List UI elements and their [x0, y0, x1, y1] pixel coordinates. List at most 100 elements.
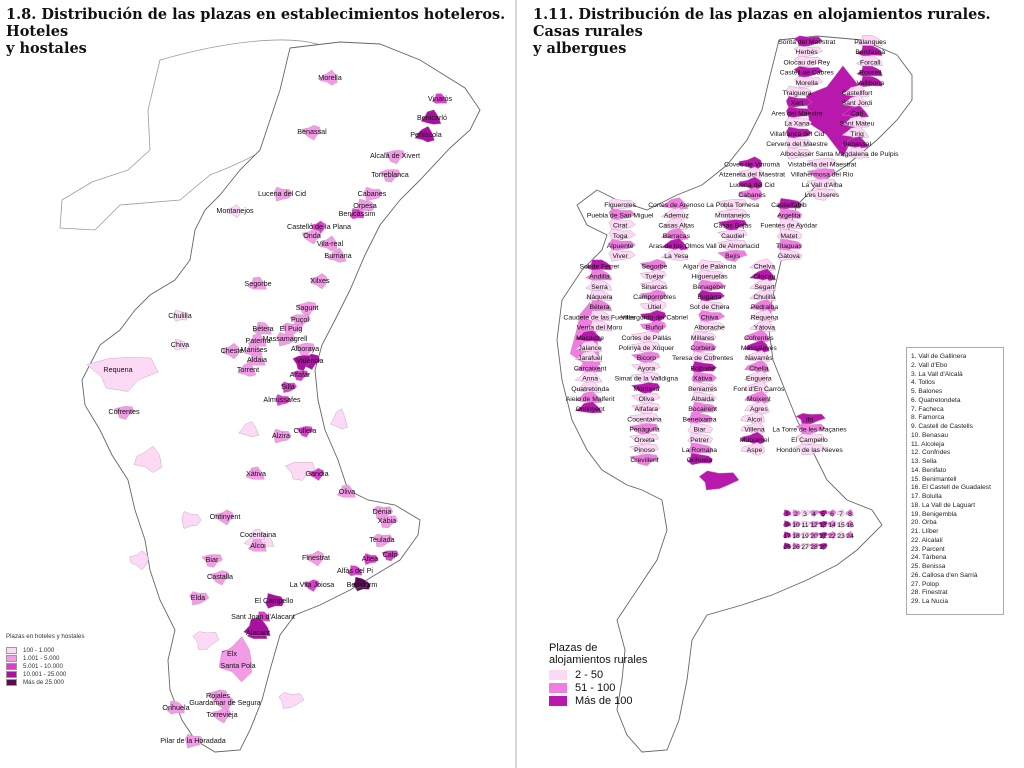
- area-higueruelas: [698, 269, 726, 282]
- area-polinya-de-xuquer: [630, 341, 661, 354]
- place-label-elx: Elx: [227, 649, 237, 658]
- place-label-bocairent: Bocairent: [688, 406, 717, 413]
- area-simat-de-la-valldigna: [630, 371, 661, 385]
- numbered-label-10: 10: [792, 522, 800, 529]
- place-label-caudiel: Caudiel: [721, 233, 745, 240]
- area-yatova: [749, 319, 777, 333]
- numbered-area-8: [845, 508, 854, 517]
- area-sot-de-chera: [698, 300, 726, 313]
- place-label-vistabella-del-maestrat: Vistabella del Maestrat: [788, 161, 857, 168]
- place-label-lucena-del-cid: Lucena del Cid: [258, 189, 306, 198]
- index-list-item: 19. Benigembla: [911, 510, 957, 518]
- numbered-area-20: [809, 532, 820, 539]
- place-label-carcaixent: Carcaixent: [574, 365, 607, 372]
- area-cheste: [222, 342, 240, 360]
- place-label-aldaia: Aldaia: [247, 355, 267, 364]
- area-agres: [744, 401, 770, 415]
- numbered-area-18: [792, 531, 801, 539]
- light-patch-7: [278, 692, 305, 709]
- hotel-map-title: 1.8. Distribución de las plazas en estab…: [6, 6, 506, 57]
- legend-swatch: [549, 669, 567, 680]
- place-label-alcoi: Alcoi: [250, 541, 266, 550]
- numbered-area-25: [782, 542, 792, 550]
- legend-swatch: [549, 682, 567, 693]
- area-vallibona: [856, 75, 883, 88]
- area-traiguera: [786, 85, 813, 99]
- legend-swatch: [6, 646, 17, 654]
- place-label-benicassim: Benicàssim: [339, 209, 376, 218]
- place-label-la-vall-d-alba: La Vall d'Alba: [802, 182, 843, 189]
- place-label-palanques: Palanques: [854, 39, 887, 46]
- place-label-requena: Requena: [751, 314, 779, 321]
- area-navarres: [744, 350, 770, 364]
- area-el-campello: [265, 592, 285, 609]
- index-list-item: 22. Alcalalí: [911, 536, 943, 544]
- area-naquera: [585, 290, 612, 302]
- area-montesa: [630, 382, 661, 395]
- area-chella: [744, 360, 770, 374]
- place-label-biar: Biar: [693, 427, 706, 434]
- area-benicassim: [349, 208, 364, 220]
- place-label-orpesa: Orpesa: [353, 201, 377, 210]
- area-torreblanca: [379, 169, 401, 183]
- area-teulada: [372, 533, 394, 548]
- index-list-item: 6. Quatretondeta: [911, 396, 961, 404]
- numbered-area-21: [817, 531, 828, 539]
- place-label-jalance: Jalance: [578, 345, 602, 352]
- numbered-label-6: 6: [830, 511, 834, 518]
- place-label-sot-de-chera: Sot de Chera: [689, 304, 729, 311]
- numbered-label-12: 12: [810, 522, 818, 529]
- area-algar-de-palancia: [698, 259, 726, 272]
- area-pilar-de-la-horadada: [184, 733, 204, 749]
- legend-swatch: [549, 695, 567, 706]
- area-bolbaite: [691, 361, 717, 374]
- area-alfafara: [630, 402, 661, 416]
- area-alcala-de-xivert: [384, 149, 406, 164]
- numbered-area-2: [792, 509, 801, 517]
- hotel-beds-map: Morella Vinaròs Benicarló Peñíscola Benassal…: [59, 39, 481, 753]
- area-castell-de-cabres: [793, 66, 824, 78]
- legend-swatch: [6, 654, 17, 662]
- place-label-forcall: Forcall: [860, 59, 881, 66]
- numbered-label-7: 7: [839, 511, 843, 518]
- area-castielfabib: [776, 197, 803, 211]
- place-label-orihuela: Orihuela: [162, 703, 189, 712]
- place-label-millares: Millares: [691, 335, 715, 342]
- area-serra: [585, 280, 612, 291]
- place-label-higueruelas: Higueruelas: [691, 274, 728, 281]
- area-bugarra: [698, 289, 726, 303]
- place-label-chulilla: Chulilla: [168, 311, 192, 320]
- index-list-item: 7. Facheca: [911, 405, 944, 413]
- area-torrent: [237, 361, 257, 377]
- place-label-torrent: Torrent: [237, 365, 259, 374]
- place-label-alfafara: Alfafara: [635, 406, 659, 413]
- area-massamagrell: [276, 332, 296, 347]
- area-carcaixent: [574, 360, 603, 373]
- place-label-alboraya: Alboraya: [291, 344, 319, 353]
- numbered-label-16: 16: [846, 522, 854, 529]
- numbered-label-19: 19: [801, 533, 809, 540]
- place-label-xativa: Xàtiva: [246, 469, 266, 478]
- place-label-beniarres: Beniarrés: [688, 386, 718, 393]
- place-label-traiguera: Traiguera: [783, 90, 812, 97]
- place-label-castielfabib: Castielfabib: [771, 202, 807, 209]
- place-label-teresa-de-cofrentes: Teresa de Cofrentes: [672, 355, 734, 362]
- area-segart: [749, 278, 777, 292]
- place-label-cati: Catí: [851, 110, 864, 117]
- place-label-torrevieja: Torrevieja: [206, 710, 237, 719]
- benidorm-core: [352, 576, 368, 589]
- place-label-almussafes: Almussafes: [263, 395, 301, 404]
- area-ares-del-maestre: [786, 106, 813, 119]
- place-label-cirat: Cirat: [613, 223, 627, 230]
- legend-swatch: [6, 670, 17, 678]
- place-label-chiva: Chiva: [171, 340, 189, 349]
- rural-map-panel: Sorita del Maestrat Palanques Herbés Benifa…: [517, 0, 1024, 768]
- place-label-la-pobla-tornesa: La Pobla Tornesa: [706, 202, 759, 209]
- area-ontinyent: [574, 401, 603, 414]
- numbered-area-19: [800, 531, 811, 539]
- place-label-ares-del-maestre: Ares del Maestre: [771, 110, 823, 117]
- place-label-chiva: Chiva: [701, 314, 719, 321]
- place-label-navarres: Navarrés: [745, 355, 773, 362]
- area-villena: [740, 421, 765, 436]
- numbered-label-20: 20: [810, 533, 818, 540]
